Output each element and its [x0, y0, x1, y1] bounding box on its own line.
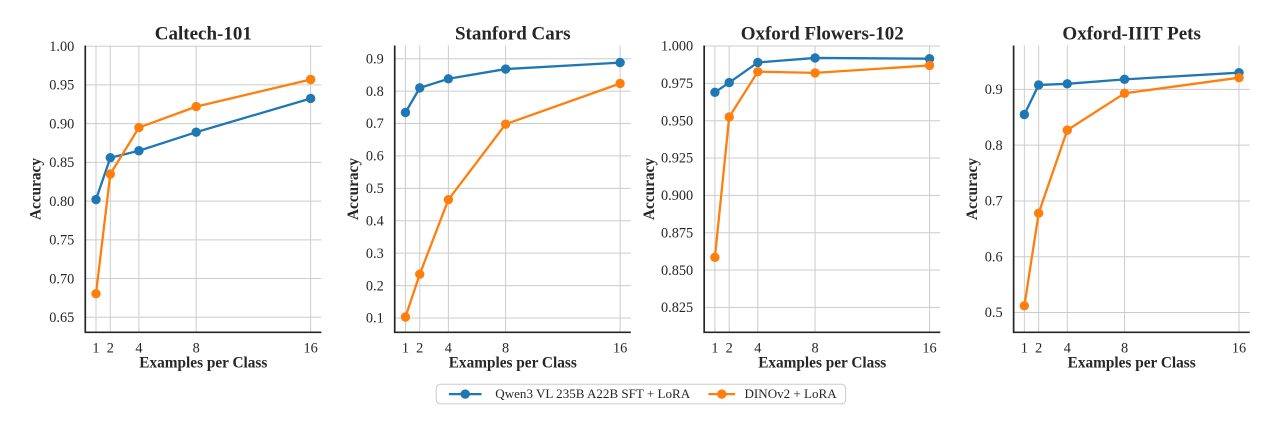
svg-text:0.6: 0.6: [985, 249, 1003, 265]
svg-text:0.825: 0.825: [661, 300, 693, 316]
svg-text:Oxford-IIIT Pets: Oxford-IIIT Pets: [1062, 23, 1200, 44]
svg-text:0.95: 0.95: [49, 78, 74, 94]
svg-text:8: 8: [811, 341, 818, 357]
svg-text:0.80: 0.80: [49, 194, 74, 210]
svg-text:4: 4: [1064, 341, 1071, 357]
svg-text:0.950: 0.950: [661, 113, 693, 129]
svg-text:0.7: 0.7: [366, 116, 384, 132]
svg-text:Examples per Class: Examples per Class: [1068, 355, 1196, 372]
svg-text:Accuracy: Accuracy: [641, 158, 658, 220]
svg-text:0.70: 0.70: [49, 271, 74, 287]
svg-text:Qwen3 VL 235B A22B SFT + LoRA: Qwen3 VL 235B A22B SFT + LoRA: [495, 386, 690, 401]
svg-text:4: 4: [445, 341, 452, 357]
svg-text:16: 16: [613, 341, 627, 357]
svg-text:0.875: 0.875: [661, 225, 693, 241]
svg-text:0.9: 0.9: [985, 82, 1003, 98]
svg-text:0.2: 0.2: [366, 278, 384, 294]
svg-text:16: 16: [922, 341, 936, 357]
svg-text:0.75: 0.75: [49, 233, 74, 249]
svg-text:Accuracy: Accuracy: [964, 158, 981, 220]
svg-text:16: 16: [1232, 341, 1246, 357]
svg-text:0.4: 0.4: [366, 213, 384, 229]
svg-text:0.925: 0.925: [661, 151, 693, 167]
svg-text:1.00: 1.00: [49, 39, 74, 55]
svg-text:1: 1: [92, 341, 99, 357]
svg-text:2: 2: [416, 341, 423, 357]
svg-text:16: 16: [304, 341, 318, 357]
svg-text:0.5: 0.5: [366, 181, 384, 197]
svg-text:8: 8: [502, 341, 509, 357]
svg-text:DINOv2 + LoRA: DINOv2 + LoRA: [745, 386, 838, 401]
svg-text:0.8: 0.8: [366, 84, 384, 100]
svg-text:Stanford Cars: Stanford Cars: [455, 23, 571, 44]
svg-text:0.6: 0.6: [366, 149, 384, 165]
svg-text:1: 1: [1021, 341, 1028, 357]
svg-text:1.000: 1.000: [661, 39, 693, 55]
svg-text:0.975: 0.975: [661, 76, 693, 92]
svg-text:8: 8: [193, 341, 200, 357]
svg-text:0.900: 0.900: [661, 188, 693, 204]
svg-text:2: 2: [726, 341, 733, 357]
svg-text:Accuracy: Accuracy: [28, 158, 45, 220]
svg-text:Accuracy: Accuracy: [345, 158, 362, 220]
svg-text:0.1: 0.1: [366, 311, 384, 327]
svg-text:Caltech-101: Caltech-101: [155, 23, 252, 44]
svg-text:Examples per Class: Examples per Class: [449, 355, 577, 372]
svg-text:1: 1: [402, 341, 409, 357]
svg-text:Examples per Class: Examples per Class: [758, 355, 886, 372]
svg-text:0.5: 0.5: [985, 305, 1003, 321]
svg-text:0.9: 0.9: [366, 51, 384, 67]
svg-text:0.90: 0.90: [49, 116, 74, 132]
svg-text:2: 2: [1035, 341, 1042, 357]
svg-text:0.850: 0.850: [661, 263, 693, 279]
svg-text:Oxford Flowers-102: Oxford Flowers-102: [741, 23, 904, 44]
svg-text:Examples per Class: Examples per Class: [139, 355, 267, 372]
svg-text:4: 4: [135, 341, 142, 357]
svg-text:4: 4: [754, 341, 761, 357]
svg-text:0.85: 0.85: [49, 155, 74, 171]
svg-text:0.8: 0.8: [985, 138, 1003, 154]
svg-text:0.3: 0.3: [366, 246, 384, 262]
svg-text:0.65: 0.65: [49, 310, 74, 326]
svg-text:2: 2: [107, 341, 114, 357]
svg-text:1: 1: [711, 341, 718, 357]
svg-text:0.7: 0.7: [985, 194, 1003, 210]
svg-text:8: 8: [1121, 341, 1128, 357]
